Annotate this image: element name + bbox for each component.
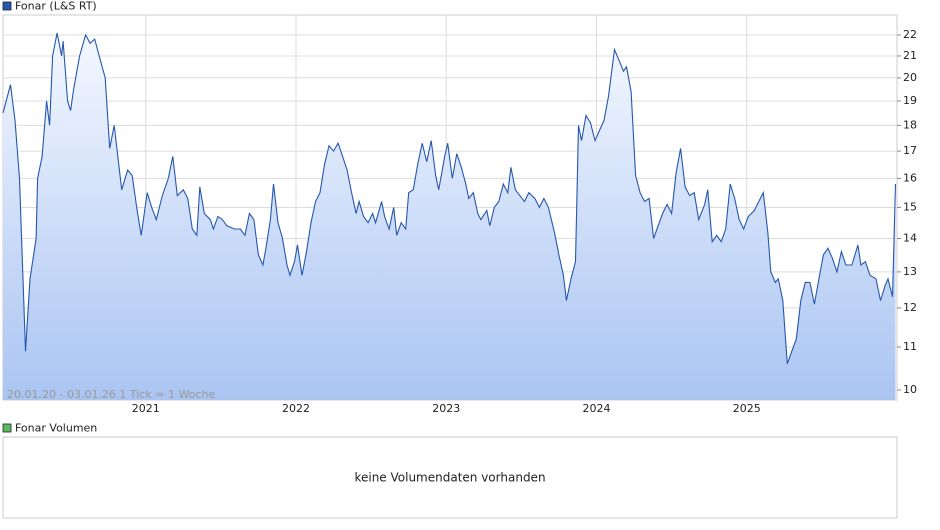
y-tick-label: 22 (903, 28, 917, 41)
y-tick-label: 18 (903, 118, 917, 131)
area-fill (3, 33, 896, 400)
y-tick-label: 19 (903, 94, 917, 107)
y-tick-label: 14 (903, 232, 917, 245)
y-tick-label: 12 (903, 301, 917, 314)
y-tick-label: 13 (903, 265, 917, 278)
volume-frame (2, 436, 898, 519)
no-data-message: keine Volumendaten vorhanden (354, 471, 545, 485)
y-tick-label: 20 (903, 71, 917, 84)
y-tick-label: 10 (903, 383, 917, 396)
y-tick-label: 15 (903, 200, 917, 213)
range-note: 20.01.20 - 03.01.26 1 Tick = 1 Woche (7, 388, 215, 401)
x-tick-label: 2024 (582, 402, 610, 415)
price-line (2, 32, 897, 364)
x-tick-label: 2021 (132, 402, 160, 415)
x-tick-label: 2025 (733, 402, 761, 415)
x-tick-label: 2022 (282, 402, 310, 415)
y-tick-label: 11 (903, 340, 917, 353)
x-tick-label: 2023 (432, 402, 460, 415)
y-tick-label: 17 (903, 144, 917, 157)
legend-swatch (2, 423, 12, 433)
y-tick-label: 21 (903, 49, 917, 62)
legend-label: Fonar (L&S RT) (15, 0, 97, 13)
legend-swatch (2, 1, 12, 11)
legend-label: Fonar Volumen (15, 422, 97, 435)
plot (2, 32, 897, 400)
y-tick-label: 16 (903, 171, 917, 184)
